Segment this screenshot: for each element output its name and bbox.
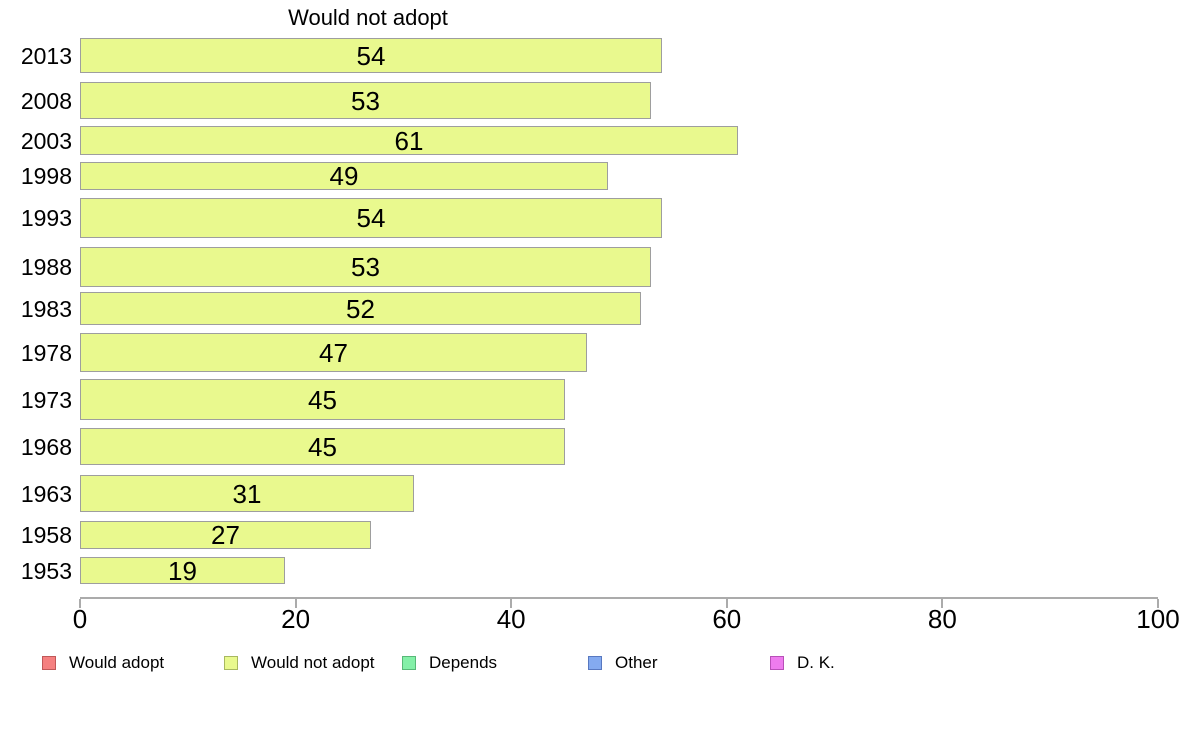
legend-item-label: D. K. bbox=[797, 653, 835, 672]
x-tick-mark bbox=[941, 599, 944, 608]
x-tick-label: 60 bbox=[712, 604, 742, 634]
bar bbox=[80, 379, 565, 420]
bar bbox=[80, 333, 587, 372]
legend-item-label: Other bbox=[615, 653, 658, 672]
bar bbox=[80, 428, 565, 465]
bar bbox=[80, 521, 371, 549]
bar bbox=[80, 475, 414, 512]
legend-item-label: Depends bbox=[429, 653, 498, 672]
x-tick-label: 40 bbox=[496, 604, 526, 634]
y-axis-label: 1958 bbox=[20, 522, 72, 548]
bar bbox=[80, 247, 651, 287]
legend-item: Depends bbox=[402, 653, 497, 673]
bar-value-label: 61 bbox=[394, 125, 424, 156]
y-axis-label: 2003 bbox=[20, 127, 72, 154]
y-axis-label: 1973 bbox=[20, 386, 72, 413]
y-axis-label: 1968 bbox=[20, 433, 72, 460]
bar bbox=[80, 198, 662, 238]
x-tick-mark bbox=[79, 599, 81, 608]
legend-swatch bbox=[770, 656, 784, 670]
legend-swatch bbox=[402, 656, 416, 670]
x-tick-mark bbox=[1157, 599, 1159, 608]
x-tick-label: 100 bbox=[1136, 604, 1180, 634]
legend-item: Other bbox=[588, 653, 658, 673]
y-axis-label: 1953 bbox=[20, 557, 72, 584]
x-tick-label: 20 bbox=[281, 604, 311, 634]
y-axis-label: 2008 bbox=[20, 87, 72, 114]
bar-value-label: 54 bbox=[356, 203, 386, 233]
x-tick-label: 80 bbox=[927, 604, 957, 634]
x-axis-line bbox=[80, 597, 1158, 599]
bar bbox=[80, 557, 285, 584]
bar bbox=[80, 82, 651, 119]
legend-swatch bbox=[42, 656, 56, 670]
chart-title: Would not adopt bbox=[288, 5, 448, 30]
bar-value-label: 53 bbox=[351, 85, 380, 116]
y-axis-label: 1998 bbox=[20, 163, 72, 189]
y-axis-label: 1988 bbox=[20, 254, 72, 280]
bar-value-label: 45 bbox=[308, 384, 337, 415]
x-tick-mark bbox=[294, 599, 297, 608]
y-axis-label: 1963 bbox=[20, 480, 72, 507]
bar-value-label: 45 bbox=[308, 431, 337, 462]
legend-item: Would not adopt bbox=[224, 653, 375, 673]
bar-value-label: 47 bbox=[319, 337, 348, 368]
bar-value-label: 31 bbox=[232, 478, 262, 509]
bar-value-label: 52 bbox=[346, 293, 375, 324]
bar bbox=[80, 126, 738, 155]
y-axis-label: 1983 bbox=[20, 295, 72, 322]
x-tick-mark bbox=[510, 599, 513, 608]
legend-item: D. K. bbox=[770, 653, 835, 673]
x-tick-label: 0 bbox=[72, 604, 88, 634]
bar-value-label: 27 bbox=[211, 520, 240, 550]
y-axis-label: 1993 bbox=[20, 205, 72, 231]
bar-value-label: 49 bbox=[329, 161, 359, 191]
legend-item-label: Would adopt bbox=[69, 653, 165, 672]
bar-value-label: 53 bbox=[351, 252, 380, 282]
legend-swatch bbox=[224, 656, 238, 670]
y-axis-label: 2013 bbox=[20, 42, 72, 69]
bar bbox=[80, 162, 608, 190]
legend-item-label: Would not adopt bbox=[251, 653, 375, 672]
bar bbox=[80, 38, 662, 73]
legend-swatch bbox=[588, 656, 602, 670]
legend-item: Would adopt bbox=[42, 653, 164, 673]
y-axis-label: 1978 bbox=[20, 339, 72, 366]
bar-value-label: 19 bbox=[168, 555, 197, 586]
x-tick-mark bbox=[725, 599, 728, 608]
bar bbox=[80, 292, 641, 325]
bar-value-label: 54 bbox=[356, 40, 386, 71]
